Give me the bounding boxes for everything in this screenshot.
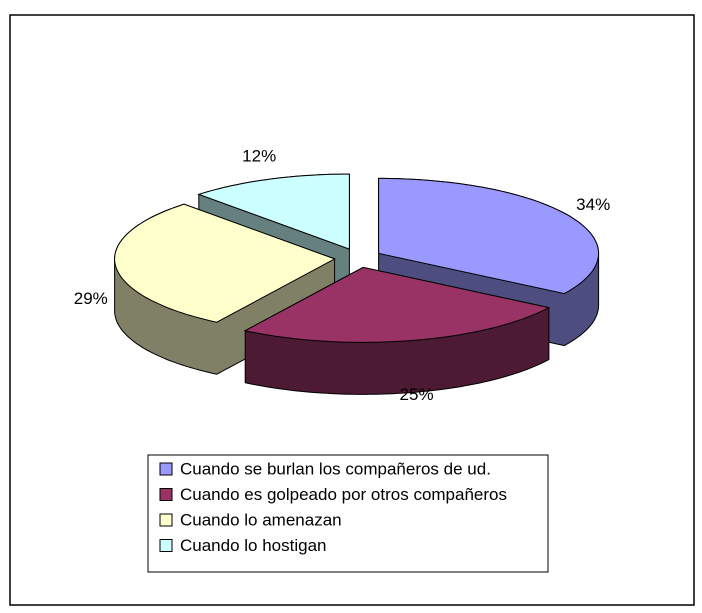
data-label: 12%	[242, 146, 276, 165]
slice	[197, 173, 350, 250]
legend-label: Cuando es golpeado por otros compañeros	[180, 485, 507, 504]
legend-label: Cuando lo hostigan	[180, 536, 327, 555]
pie: 34% 25% 29% 12%	[74, 146, 610, 403]
data-label: 25%	[400, 385, 434, 404]
legend: Cuando se burlan los compañeros de ud. Cu…	[147, 454, 549, 573]
data-label: 34%	[576, 195, 610, 214]
legend-label: Cuando lo amenazan	[180, 510, 342, 529]
slice	[114, 203, 336, 323]
data-label: 29%	[74, 289, 108, 308]
legend-swatch	[159, 462, 173, 476]
legend-swatch	[159, 539, 173, 552]
slice	[378, 177, 600, 295]
legend-swatch	[159, 488, 173, 501]
legend-box	[147, 454, 549, 573]
legend-label: Cuando se burlan los compañeros de ud.	[180, 459, 491, 478]
slice	[243, 266, 551, 343]
legend-swatch	[159, 513, 173, 527]
